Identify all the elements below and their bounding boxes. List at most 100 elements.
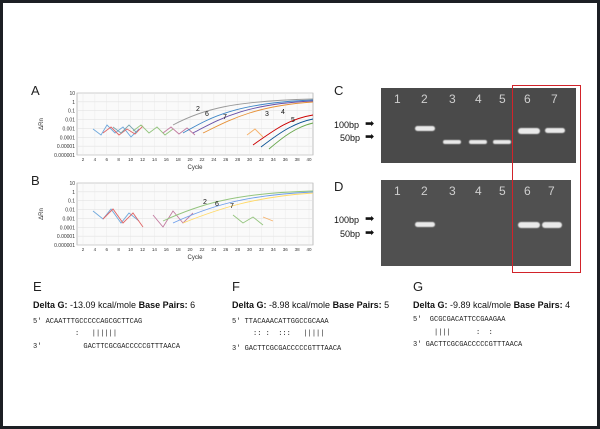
curve-label: 6 [205,111,209,118]
lane-label: 4 [475,184,482,198]
x-tick-label: 30 [247,247,253,252]
size-marker-100bp: 100bp [334,215,360,225]
amplification-curve [232,214,264,226]
x-tick-label: 12 [140,157,146,162]
amplification-curve [162,126,196,136]
delta-g-value: -13.09 kcal/mole [70,300,137,310]
y-tick-label: 0.1 [68,109,75,115]
sequence-top: 5' ACAATTTGCCCCCAGCGCTTCAG [33,318,143,326]
x-tick-label: 6 [106,247,109,252]
x-tick-label: 2 [82,157,85,162]
sequence-pairs: |||| : : [413,329,493,337]
amplification-curve [132,124,174,136]
curve-label: 6 [215,201,219,208]
gel-image-d: 1 2 3 4 5 6 7 [381,180,571,266]
y-tick-label: 0.01 [65,118,75,124]
x-tick-label: 4 [94,157,97,162]
lane-label: 6 [524,184,531,198]
x-tick-label: 36 [283,247,289,252]
delta-g-value: -8.98 kcal/mole [269,300,331,310]
lane-label: 4 [475,92,482,106]
size-marker-50bp: 50bp [340,229,361,239]
arrow-icon: ➡ [365,213,375,225]
x-tick-label: 20 [188,247,194,252]
sequence-top: 5' TTACAAACATTGGCCGCAAA [232,318,329,326]
arrow-icon: ➡ [365,131,375,143]
amplification-curve [260,118,314,148]
arrow-icon: ➡ [365,227,375,239]
gel-band [542,222,562,228]
x-tick-label: 8 [117,247,120,252]
delta-g-label: Delta G: [33,300,68,310]
curve-label: 5 [291,117,295,124]
gel-band [415,126,435,131]
sequence-bottom: 3' GACTTCGCGACCCCCGTTTAACA [413,341,523,349]
base-pairs-value: 5 [384,300,390,310]
y-tick-label: 10 [69,181,75,187]
panel-label-d: D [334,179,344,194]
panel-label-f: F [232,279,240,294]
size-marker-50bp: 50bp [340,133,361,143]
x-tick-label: 18 [176,247,182,252]
x-tick-label: 18 [176,157,182,162]
y-tick-label: 0.001 [62,126,75,132]
x-tick-label: 26 [223,157,229,162]
amplification-curve [172,191,314,224]
amplification-curve [92,208,140,224]
y-tick-label: 0.00001 [57,144,75,150]
base-pairs-label: Base Pairs: [332,300,382,310]
delta-g-label: Delta G: [413,300,448,310]
panel-label-c: C [334,83,344,98]
x-tick-label: 26 [223,247,229,252]
x-tick-label: 40 [306,157,312,162]
gel-band [443,140,461,144]
x-tick-label: 10 [128,247,134,252]
gel-band [545,128,565,133]
amplification-curve [172,98,314,126]
curve-label: 7 [223,114,227,121]
amplification-curve [268,122,314,150]
x-tick-label: 34 [271,157,277,162]
lane-label: 6 [524,92,531,106]
sequence-pairs: : |||||| [33,330,118,338]
sequence-bottom: 3' GACTTCGCGACCCCCGTTTAACA [232,345,342,353]
x-tick-label: 16 [164,157,170,162]
y-tick-label: 0.00001 [57,234,75,240]
x-axis-title: Cycle [187,165,203,171]
y-tick-label: 0.0001 [60,135,76,141]
sequence-top: 5' GCGCGACATTCCGAAGAA [413,316,506,324]
x-tick-label: 38 [295,247,301,252]
lane-label: 3 [449,184,456,198]
gel-image-c: 1 2 3 4 5 6 7 [381,88,576,163]
arrow-icon: ➡ [365,118,375,130]
delta-g-line-g: Delta G: -9.89 kcal/mole Base Pairs: 4 [413,300,570,310]
delta-g-line-f: Delta G: -8.98 kcal/mole Base Pairs: 5 [232,300,389,310]
x-tick-label: 2 [82,247,85,252]
y-tick-label: 0.01 [65,208,75,214]
panel-label-g: G [413,279,424,294]
x-tick-label: 38 [295,157,301,162]
base-pairs-label: Base Pairs: [513,300,563,310]
x-tick-label: 24 [211,157,217,162]
y-tick-label: 0.0001 [60,225,76,231]
x-tick-label: 40 [306,247,312,252]
y-tick-label: 0.1 [68,199,75,205]
x-axis-title: Cycle [187,255,203,261]
curve-label: 7 [230,203,234,210]
x-tick-label: 20 [188,157,194,162]
amplification-curve [246,128,264,138]
panel-label-b: B [31,173,40,188]
amplification-curve [152,210,194,228]
delta-g-line-e: Delta G: -13.09 kcal/mole Base Pairs: 6 [33,300,195,310]
curve-label: 4 [281,109,285,116]
x-tick-label: 28 [235,247,241,252]
sequence-bottom: 3' GACTTCGCGACCCCCGTTTAACA [33,343,181,351]
panel-label-e: E [33,279,42,294]
x-tick-label: 6 [106,157,109,162]
lane-label: 5 [499,92,506,106]
y-tick-label: 1 [72,100,75,106]
lane-label: 1 [394,184,401,198]
highlight-box [512,85,581,273]
